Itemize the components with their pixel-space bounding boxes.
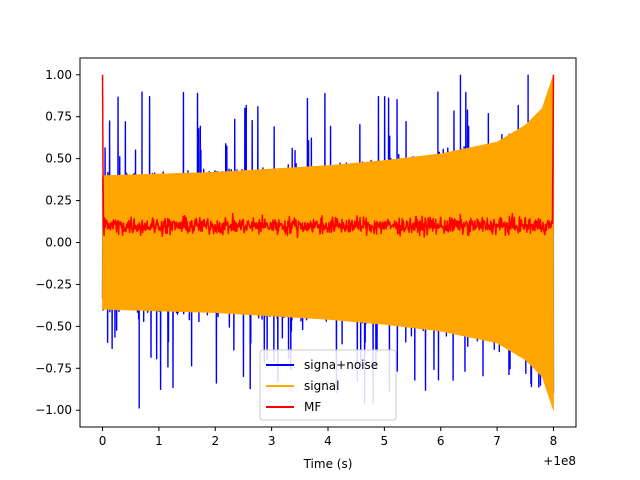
- y-tick-label-4: 0.00: [45, 236, 72, 250]
- x-axis-ticks: 0 1 2 3 4 5 6 7 8: [99, 427, 558, 448]
- legend-label-signa-noise: signa+noise: [304, 358, 378, 372]
- x-tick-label-7: 7: [493, 434, 501, 448]
- y-tick-label-0: −1.00: [35, 403, 72, 417]
- y-tick-label-6: 0.50: [45, 152, 72, 166]
- series-layer: [101, 74, 555, 411]
- y-tick-label-1: −0.75: [35, 361, 72, 375]
- y-tick-label-7: 0.75: [45, 110, 72, 124]
- series-line-signal: [102, 75, 554, 411]
- legend-box: [259, 349, 397, 421]
- legend-label-signal: signal: [304, 379, 340, 393]
- series-line-mf: [101, 74, 555, 239]
- x-offset-label: +1e8: [543, 454, 576, 468]
- y-axis-ticks: −1.00 −0.75 −0.50 −0.25 0.00 0.25 0.50 0.75 1.00: [35, 68, 80, 417]
- x-tick-label-8: 8: [550, 434, 558, 448]
- x-tick-label-0: 0: [99, 434, 107, 448]
- x-tick-label-3: 3: [268, 434, 276, 448]
- legend-label-mf: MF: [304, 400, 321, 414]
- y-tick-label-3: −0.25: [35, 277, 72, 291]
- x-tick-label-5: 5: [381, 434, 389, 448]
- x-tick-label-2: 2: [211, 434, 219, 448]
- legend: signa+noise signal MF: [259, 349, 397, 421]
- y-tick-label-8: 1.00: [45, 68, 72, 82]
- y-tick-label-2: −0.50: [35, 319, 72, 333]
- x-axis-label: Time (s): [303, 457, 353, 471]
- y-tick-label-5: 0.25: [45, 194, 72, 208]
- x-tick-label-1: 1: [155, 434, 163, 448]
- x-tick-label-4: 4: [324, 434, 332, 448]
- x-tick-label-6: 6: [437, 434, 445, 448]
